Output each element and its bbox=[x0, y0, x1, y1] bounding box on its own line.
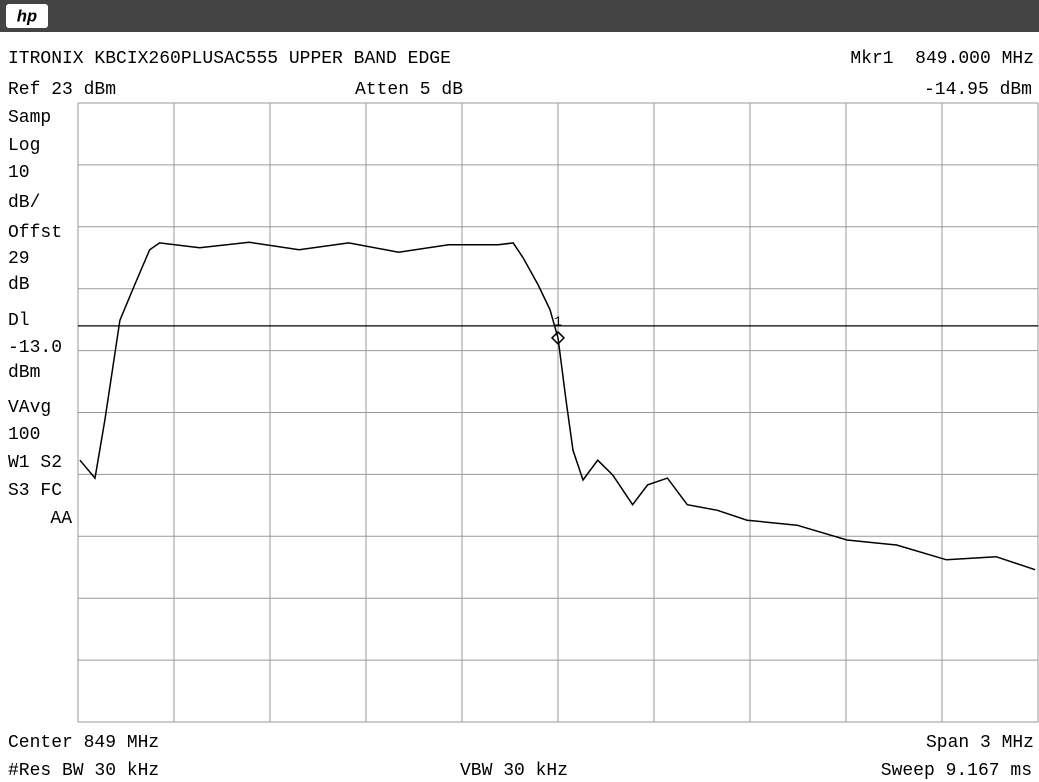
center-freq: Center 849 MHz bbox=[8, 733, 159, 753]
marker-label: 1 bbox=[554, 315, 562, 331]
side-label: dBm bbox=[8, 363, 40, 383]
side-label: dB bbox=[8, 275, 30, 295]
side-label: Log bbox=[8, 136, 40, 156]
side-label: 29 bbox=[8, 249, 30, 269]
side-label: -13.0 bbox=[8, 338, 62, 358]
logo-box bbox=[6, 4, 48, 28]
ref-level: Ref 23 dBm bbox=[8, 80, 116, 100]
span: Span 3 MHz bbox=[926, 733, 1034, 753]
side-label: S3 FC bbox=[8, 481, 62, 501]
vbw: VBW 30 kHz bbox=[460, 761, 568, 781]
side-label: VAvg bbox=[8, 398, 51, 418]
side-label: 100 bbox=[8, 425, 40, 445]
side-label: Samp bbox=[8, 108, 51, 128]
rbw: #Res BW 30 kHz bbox=[8, 761, 159, 781]
title: ITRONIX KBCIX260PLUSAC555 UPPER BAND EDG… bbox=[8, 49, 451, 69]
side-label: 10 bbox=[8, 163, 30, 183]
logo: hp bbox=[17, 8, 37, 27]
side-label: Dl bbox=[8, 311, 30, 331]
side-label: W1 S2 bbox=[8, 453, 62, 473]
sweep: Sweep 9.167 ms bbox=[881, 761, 1032, 781]
side-label: AA bbox=[50, 509, 72, 529]
trace bbox=[79, 241, 1036, 571]
attenuation: Atten 5 dB bbox=[355, 80, 463, 100]
marker bbox=[550, 330, 566, 345]
side-label: Offst bbox=[8, 223, 62, 243]
side-label: dB/ bbox=[8, 193, 40, 213]
top-bar bbox=[0, 0, 1039, 32]
marker-readout: Mkr1 849.000 MHz bbox=[850, 49, 1034, 69]
marker-level: -14.95 dBm bbox=[924, 80, 1032, 100]
